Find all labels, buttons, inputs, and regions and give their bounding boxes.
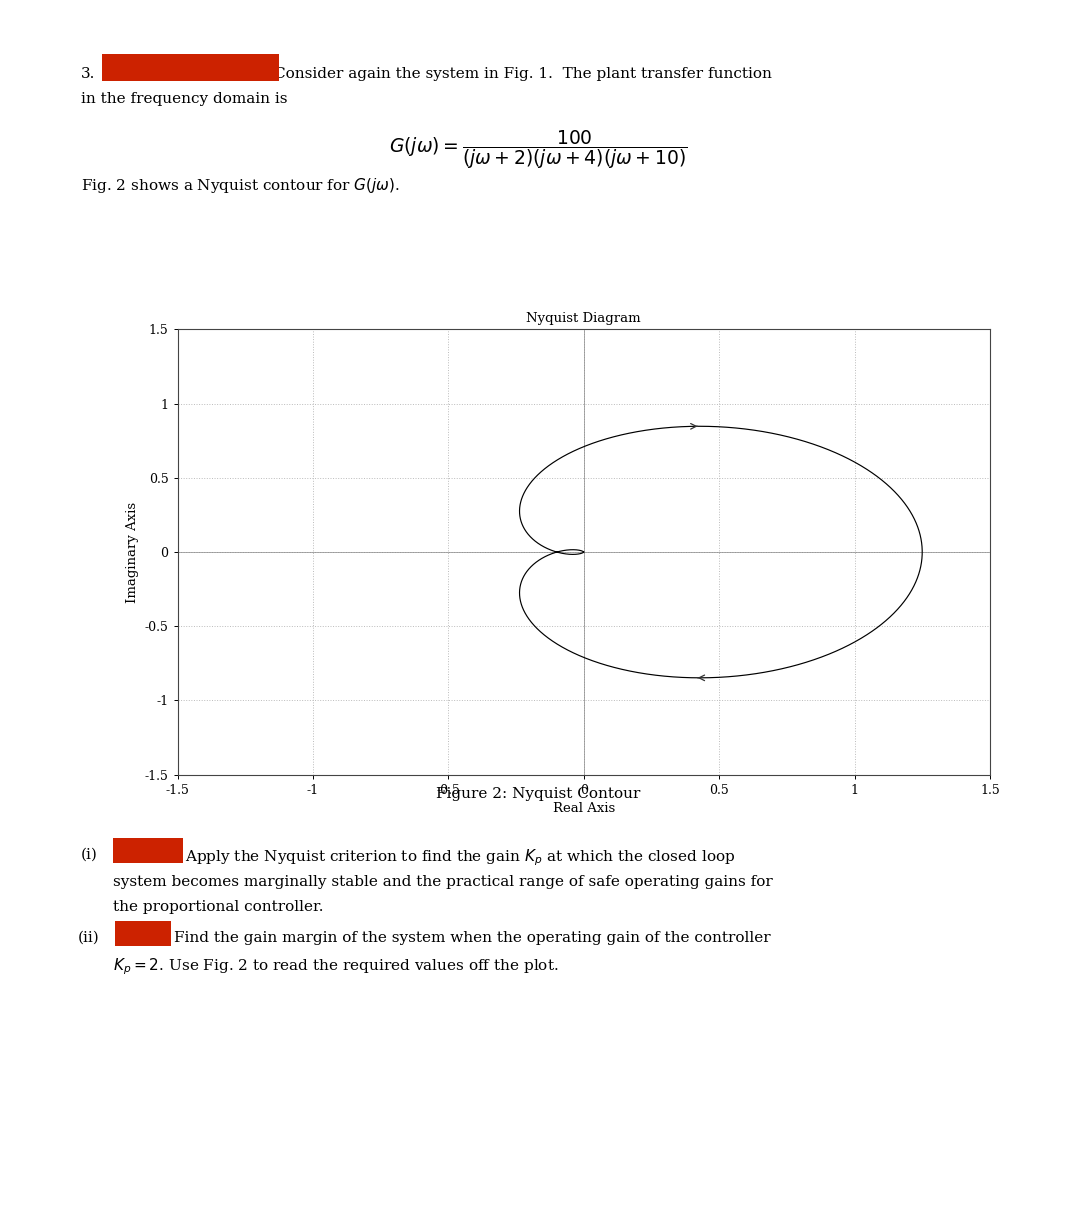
Text: in the frequency domain is: in the frequency domain is — [81, 92, 287, 105]
Text: Figure 2: Nyquist Contour: Figure 2: Nyquist Contour — [436, 787, 640, 800]
Text: 3.: 3. — [81, 67, 95, 81]
Text: Apply the Nyquist criterion to find the gain $K_p$ at which the closed loop: Apply the Nyquist criterion to find the … — [185, 848, 736, 869]
Text: (ii): (ii) — [77, 931, 99, 944]
Text: Find the gain margin of the system when the operating gain of the controller: Find the gain margin of the system when … — [174, 931, 770, 944]
Text: $K_p = 2$. Use Fig. 2 to read the required values off the plot.: $K_p = 2$. Use Fig. 2 to read the requir… — [113, 956, 558, 977]
Text: Consider again the system in Fig. 1.  The plant transfer function: Consider again the system in Fig. 1. The… — [274, 67, 773, 81]
Y-axis label: Imaginary Axis: Imaginary Axis — [126, 501, 139, 603]
Text: $G(j\omega) = \dfrac{100}{(j\omega + 2)(j\omega + 4)(j\omega + 10)}$: $G(j\omega) = \dfrac{100}{(j\omega + 2)(… — [388, 128, 688, 171]
Text: Fig. 2 shows a Nyquist contour for $G(j\omega)$.: Fig. 2 shows a Nyquist contour for $G(j\… — [81, 176, 400, 195]
Title: Nyquist Diagram: Nyquist Diagram — [526, 312, 641, 326]
Text: the proportional controller.: the proportional controller. — [113, 900, 324, 914]
Text: system becomes marginally stable and the practical range of safe operating gains: system becomes marginally stable and the… — [113, 875, 773, 888]
Text: (i): (i) — [81, 848, 98, 861]
X-axis label: Real Axis: Real Axis — [553, 803, 614, 815]
